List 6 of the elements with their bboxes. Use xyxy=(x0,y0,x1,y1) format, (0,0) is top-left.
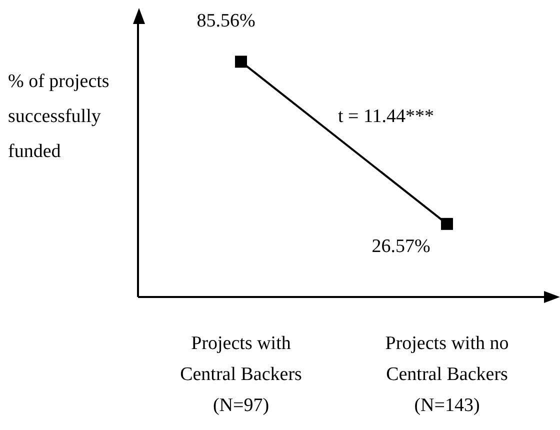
x-tick-label: Projects with Central Backers (N=97) xyxy=(180,333,302,416)
data-label: 85.56% xyxy=(196,10,256,32)
y-axis-title: % of projects successfully funded xyxy=(8,70,110,164)
x-tick-label: Projects with no Central Backers (N=143) xyxy=(385,333,509,416)
data-label: 26.57% xyxy=(372,236,430,257)
annotation: t = 11.44*** xyxy=(338,106,434,128)
